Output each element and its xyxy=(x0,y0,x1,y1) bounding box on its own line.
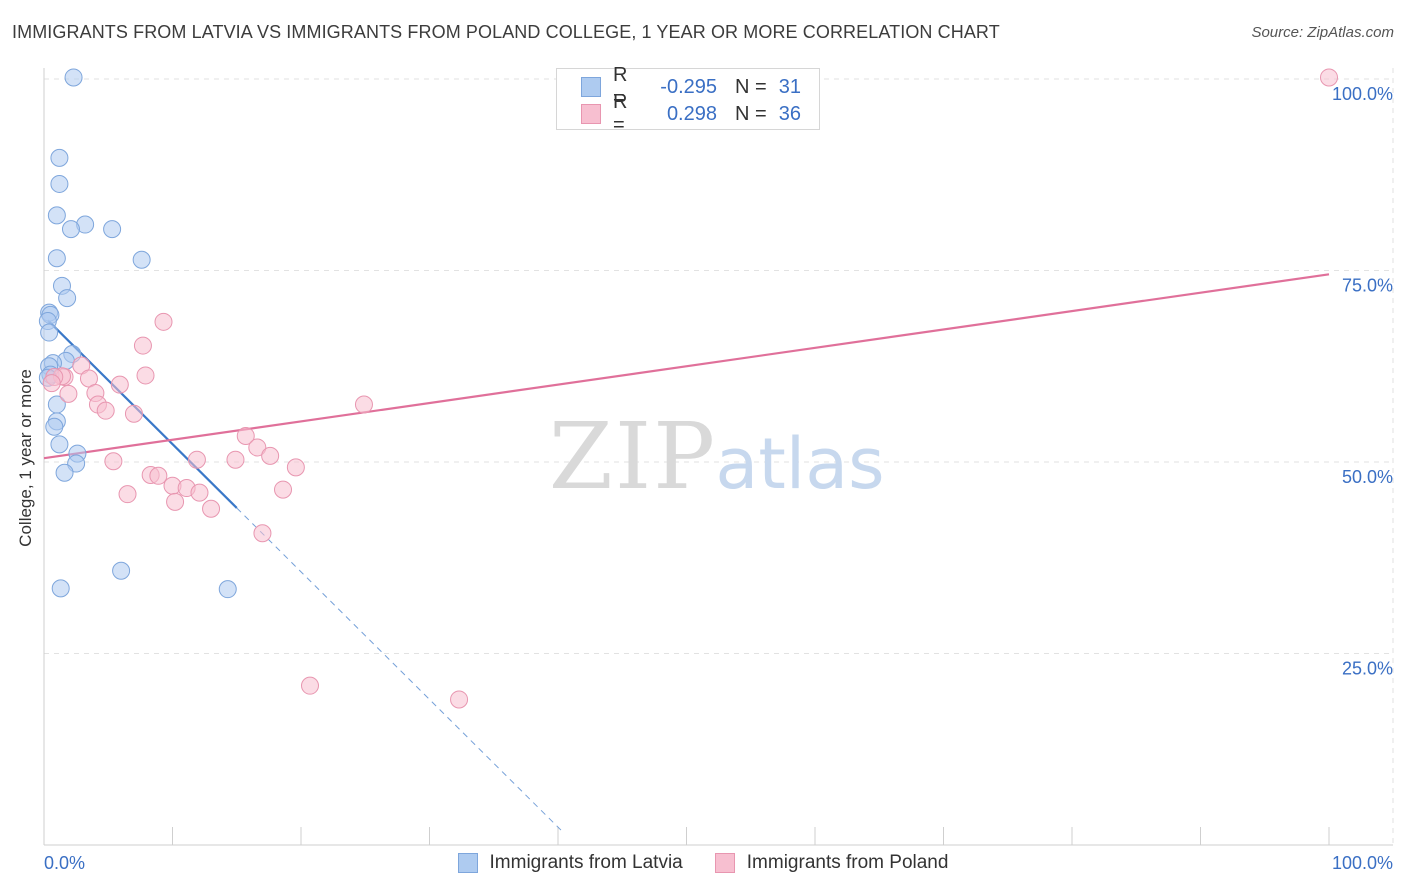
poland-swatch xyxy=(581,104,601,124)
poland-point xyxy=(286,458,305,477)
poland-point xyxy=(253,524,272,543)
y-tick-label: 50.0% xyxy=(1342,467,1393,487)
poland-point xyxy=(202,499,221,518)
latvia-point xyxy=(50,148,69,167)
latvia-point xyxy=(55,463,74,482)
r-label: R = xyxy=(613,91,628,136)
legend-row-poland: R = 0.298 N = 36 xyxy=(581,91,801,136)
poland-point xyxy=(124,404,143,423)
latvia-point xyxy=(61,220,80,239)
poland-point xyxy=(110,375,129,394)
legend-label-latvia: Immigrants from Latvia xyxy=(489,852,683,873)
poland-point xyxy=(166,492,185,511)
watermark-zip: ZIP xyxy=(549,403,717,510)
legend-item-poland[interactable]: Immigrants from Poland xyxy=(714,852,949,874)
poland-point xyxy=(96,401,115,420)
latvia-point xyxy=(50,174,69,193)
latvia-point xyxy=(58,289,77,308)
n-value: 36 xyxy=(778,102,801,125)
y-tick-label: 100.0% xyxy=(1332,84,1393,104)
r-label: R = xyxy=(613,64,628,109)
poland-point xyxy=(104,452,123,471)
latvia-swatch xyxy=(457,853,478,873)
latvia-point xyxy=(47,206,66,225)
poland-point xyxy=(59,384,78,403)
latvia-point xyxy=(218,580,237,599)
poland-point xyxy=(42,374,61,393)
poland-point xyxy=(300,676,319,695)
watermark-atlas: atlas xyxy=(715,423,884,505)
poland-point xyxy=(274,480,293,499)
poland-point xyxy=(190,483,209,502)
poland-point xyxy=(154,312,173,331)
latvia-trend-extension xyxy=(236,507,565,834)
poland-point xyxy=(226,450,245,469)
poland-point xyxy=(261,446,280,465)
poland-swatch xyxy=(714,853,735,873)
data-points xyxy=(38,68,1338,709)
poland-point xyxy=(187,450,206,469)
latvia-point xyxy=(50,435,69,454)
latvia-point xyxy=(64,68,83,87)
poland-point xyxy=(136,366,155,385)
latvia-point xyxy=(45,417,64,436)
latvia-point xyxy=(112,561,131,580)
latvia-point xyxy=(47,249,66,268)
poland-point xyxy=(236,426,255,445)
legend-item-latvia[interactable]: Immigrants from Latvia xyxy=(457,852,683,874)
poland-point xyxy=(133,336,152,355)
stats-legend: R = -0.295 N = 31 R = 0.298 N = 36 xyxy=(556,64,820,136)
series-legend: Immigrants from Latvia Immigrants from P… xyxy=(0,852,1406,874)
x-tick-label: 100.0% xyxy=(1332,853,1393,873)
legend-label-poland: Immigrants from Poland xyxy=(746,852,949,873)
latvia-point xyxy=(132,250,151,269)
chart-title: IMMIGRANTS FROM LATVIA VS IMMIGRANTS FRO… xyxy=(12,22,1000,42)
poland-trend-line xyxy=(43,273,1330,460)
latvia-point xyxy=(103,220,122,239)
tick-labels: 25.0% 50.0% 75.0% 100.0% 0.0% 100.0% xyxy=(44,84,1393,873)
poland-point xyxy=(149,466,168,485)
n-value: 31 xyxy=(778,75,801,98)
y-tick-label: 25.0% xyxy=(1342,659,1393,679)
poland-point xyxy=(118,485,137,504)
axis-layer xyxy=(43,68,1393,846)
source-label: Source: ZipAtlas.com xyxy=(1251,24,1394,41)
poland-point xyxy=(450,690,469,709)
legend-row-latvia: R = -0.295 N = 31 xyxy=(581,64,801,109)
latvia-point xyxy=(51,579,70,598)
r-value: 0.298 xyxy=(666,102,717,125)
n-label: N = xyxy=(735,75,767,98)
n-label: N = xyxy=(735,102,767,125)
poland-point xyxy=(248,438,267,457)
poland-point xyxy=(354,395,373,414)
trend-lines xyxy=(43,273,1330,834)
latvia-swatch xyxy=(581,77,601,97)
poland-point xyxy=(1320,68,1338,87)
watermark: ZIP atlas xyxy=(549,403,885,510)
x-tick-label: 0.0% xyxy=(44,853,85,873)
r-value: -0.295 xyxy=(660,75,717,98)
y-tick-label: 75.0% xyxy=(1342,276,1393,296)
latvia-point xyxy=(40,323,59,342)
